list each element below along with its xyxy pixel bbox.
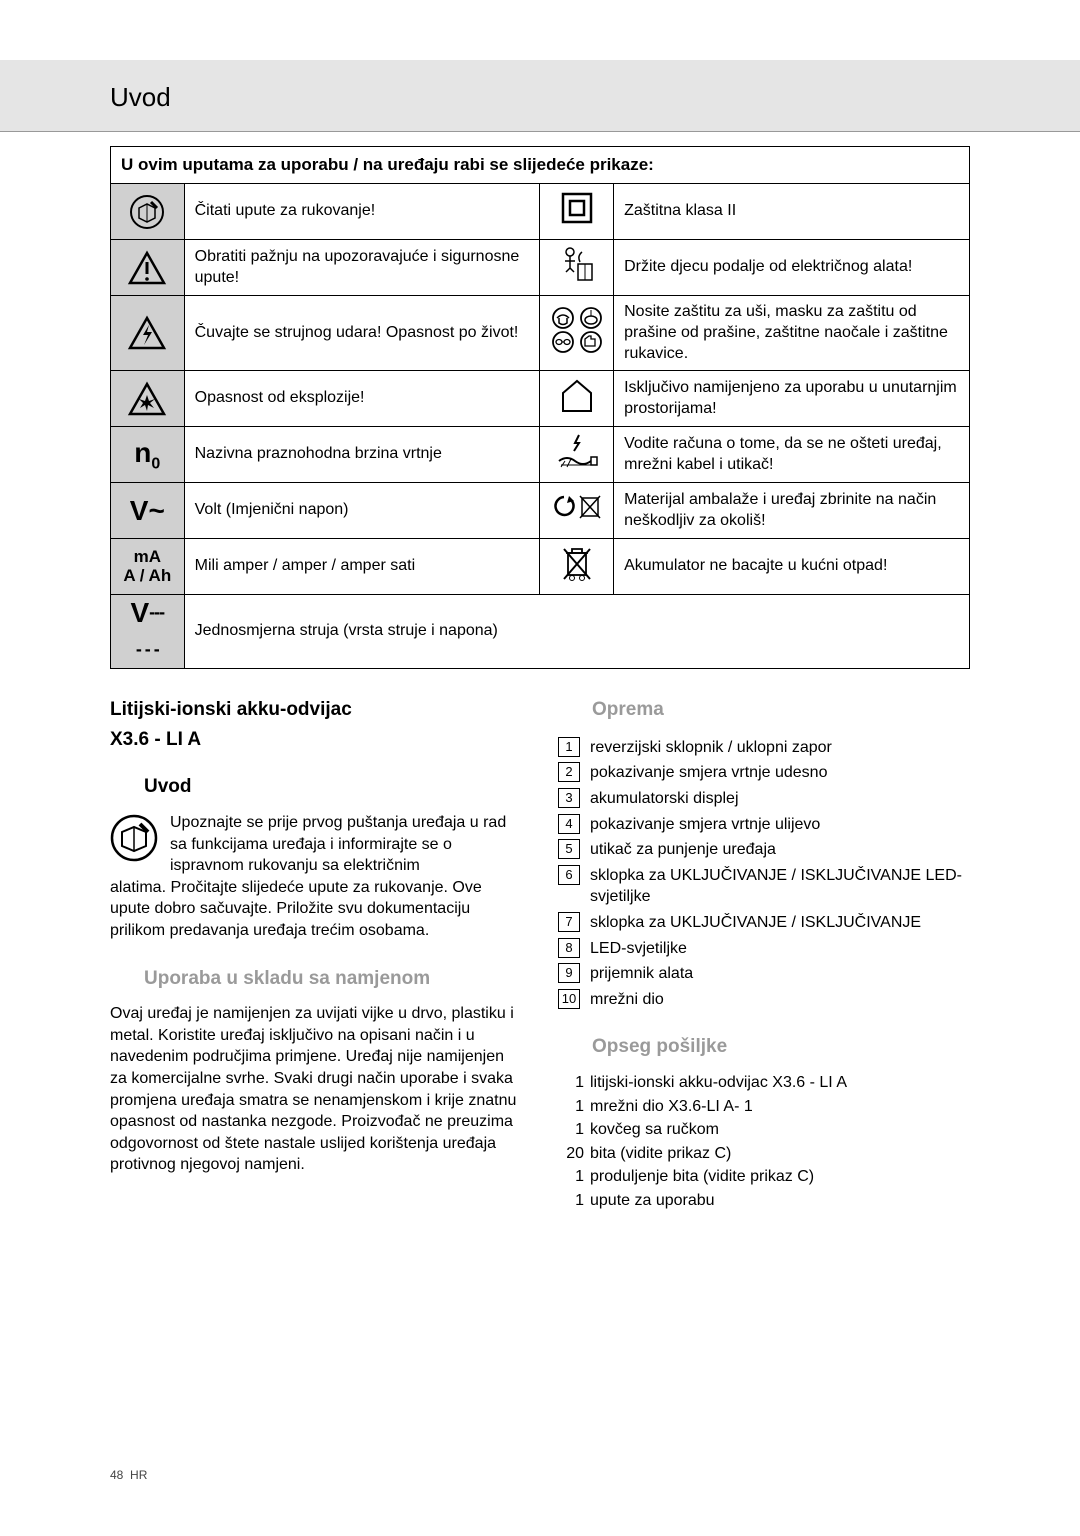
list-item: 5utikač za punjenje uređaja [558, 839, 970, 861]
list-item: 1litijski-ionski akku-odvijac X3.6 - LI … [558, 1072, 970, 1094]
symbols-table: U ovim uputama za uporabu / na uređaju r… [110, 146, 970, 669]
volt-ac-symbol: V~ [111, 483, 185, 539]
volt-dc-symbol: V---- - - [111, 595, 185, 669]
list-item: 10mrežni dio [558, 989, 970, 1011]
text-cell: Zaštitna klasa II [614, 184, 970, 240]
read-manual-icon [110, 814, 158, 862]
product-title-2: X3.6 - LI A [110, 727, 522, 753]
right-column: Oprema 1reverzijski sklopnik / uklopni z… [558, 697, 970, 1213]
intro-text-1: Upoznajte se prije prvog puštanja uređaj… [170, 812, 522, 877]
list-item: 2pokazivanje smjera vrtnje udesno [558, 762, 970, 784]
list-item: 1produljenje bita (vidite prikaz C) [558, 1166, 970, 1188]
intro-block: Upoznajte se prije prvog puštanja uređaj… [110, 812, 522, 877]
warning-icon [111, 240, 185, 296]
uvod-heading: Uvod [144, 774, 522, 800]
table-row: V~ Volt (Imjenični napon) Materijal amba… [111, 483, 970, 539]
no-trash-icon [540, 539, 614, 595]
product-title-1: Litijski-ionski akku-odvijac [110, 697, 522, 723]
list-item: 8LED-svjetiljke [558, 938, 970, 960]
oprema-heading: Oprema [592, 697, 970, 723]
list-item: 3akumulatorski displej [558, 788, 970, 810]
oprema-list: 1reverzijski sklopnik / uklopni zapor 2p… [558, 737, 970, 1011]
table-row: Čuvajte se strujnog udara! Opasnost po ž… [111, 296, 970, 371]
keep-children-away-icon [540, 240, 614, 296]
text-cell: Čuvajte se strujnog udara! Opasnost po ž… [184, 296, 540, 371]
uporaba-text: Ovaj uređaj je namijenjen za uvijati vij… [110, 1003, 522, 1176]
read-manual-icon [111, 184, 185, 240]
opseg-list: 1litijski-ionski akku-odvijac X3.6 - LI … [558, 1072, 970, 1212]
recycle-icon [540, 483, 614, 539]
list-item: 20bita (vidite prikaz C) [558, 1143, 970, 1165]
list-item: 1reverzijski sklopnik / uklopni zapor [558, 737, 970, 759]
table-row: n0 Nazivna praznohodna brzina vrtnje Vod… [111, 427, 970, 483]
item-number: 10 [558, 989, 580, 1009]
text-cell: Materijal ambalaže i uređaj zbrinite na … [614, 483, 970, 539]
text-cell: Opasnost od eksplozije! [184, 371, 540, 427]
uporaba-heading: Uporaba u skladu sa namjenom [144, 966, 522, 992]
explosion-icon [111, 371, 185, 427]
item-number: 7 [558, 912, 580, 932]
list-item: 1kovčeg sa ručkom [558, 1119, 970, 1141]
text-cell: Jednosmjerna struja (vrsta struje i napo… [184, 595, 969, 669]
text-cell: Nosite zaštitu za uši, masku za zaštitu … [614, 296, 970, 371]
electric-shock-icon [111, 296, 185, 371]
item-number: 3 [558, 788, 580, 808]
list-item: 9prijemnik alata [558, 963, 970, 985]
table-row: V---- - - Jednosmjerna struja (vrsta str… [111, 595, 970, 669]
text-cell: Držite djecu podalje od električnog alat… [614, 240, 970, 296]
item-number: 8 [558, 938, 580, 958]
list-item: 4pokazivanje smjera vrtnje ulijevo [558, 814, 970, 836]
table-row: mAA / Ah Mili amper / amper / amper sati… [111, 539, 970, 595]
item-number: 4 [558, 814, 580, 834]
ma-ah-symbol: mAA / Ah [111, 539, 185, 595]
page-header: Uvod [0, 60, 1080, 132]
cable-damage-icon [540, 427, 614, 483]
body-columns: Litijski-ionski akku-odvijac X3.6 - LI A… [110, 697, 970, 1213]
text-cell: Isključivo namijenjeno za uporabu u unut… [614, 371, 970, 427]
opseg-heading: Opseg pošiljke [592, 1034, 970, 1060]
page-content: U ovim uputama za uporabu / na uređaju r… [0, 132, 1080, 1214]
text-cell: Akumulator ne bacajte u kućni otpad! [614, 539, 970, 595]
text-cell: Čitati upute za rukovanje! [184, 184, 540, 240]
item-number: 5 [558, 839, 580, 859]
item-number: 2 [558, 762, 580, 782]
text-cell: Obratiti pažnju na upozoravajuće i sigur… [184, 240, 540, 296]
text-cell: Mili amper / amper / amper sati [184, 539, 540, 595]
item-number: 6 [558, 865, 580, 885]
header-title: Uvod [110, 82, 171, 112]
class2-icon [540, 184, 614, 240]
n0-symbol: n0 [111, 427, 185, 483]
list-item: 1upute za uporabu [558, 1190, 970, 1212]
text-cell: Volt (Imjenični napon) [184, 483, 540, 539]
indoor-use-icon [540, 371, 614, 427]
table-row: Obratiti pažnju na upozoravajuće i sigur… [111, 240, 970, 296]
list-item: 6sklopka za UKLJUČIVANJE / ISKLJUČIVANJE… [558, 865, 970, 908]
text-cell: Nazivna praznohodna brzina vrtnje [184, 427, 540, 483]
list-item: 7sklopka za UKLJUČIVANJE / ISKLJUČIVANJE [558, 912, 970, 934]
text-cell: Vodite računa o tome, da se ne ošteti ur… [614, 427, 970, 483]
page-number: 48 HR [110, 1468, 147, 1482]
left-column: Litijski-ionski akku-odvijac X3.6 - LI A… [110, 697, 522, 1213]
intro-text-2: alatima. Pročitajte slijedeće upute za r… [110, 877, 522, 942]
table-caption: U ovim uputama za uporabu / na uređaju r… [111, 147, 970, 184]
item-number: 1 [558, 737, 580, 757]
list-item: 1mrežni dio X3.6-LI A- 1 [558, 1096, 970, 1118]
ppe-icon [540, 296, 614, 371]
table-row: Opasnost od eksplozije! Isključivo namij… [111, 371, 970, 427]
table-row: Čitati upute za rukovanje! Zaštitna klas… [111, 184, 970, 240]
item-number: 9 [558, 963, 580, 983]
